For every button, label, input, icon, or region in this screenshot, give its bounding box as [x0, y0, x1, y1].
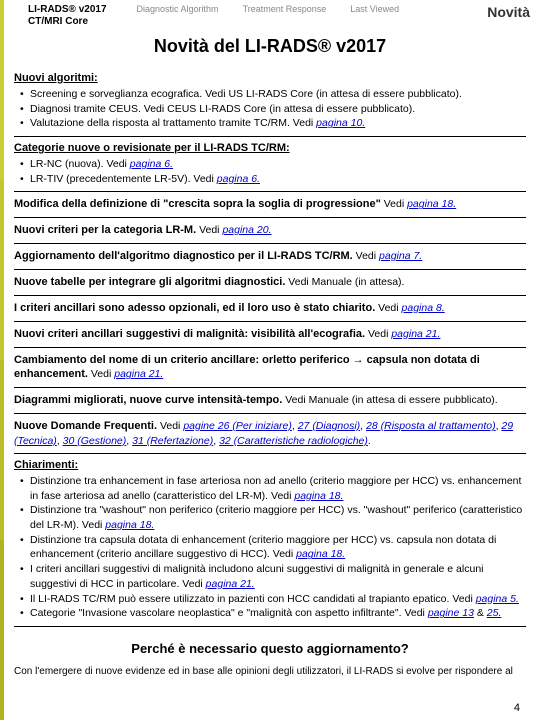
- list-item: Distinzione tra capsula dotata di enhanc…: [20, 533, 526, 562]
- bullet-list: Screening e sorveglianza ecografica. Ved…: [14, 87, 526, 131]
- header: LI-RADS® v2017 CT/MRI Core Diagnostic Al…: [0, 0, 540, 30]
- page-link[interactable]: pagina 5.: [476, 593, 519, 605]
- list-item: LR-NC (nuova). Vedi pagina 6.: [20, 157, 526, 172]
- brand-line2: CT/MRI Core: [28, 16, 107, 28]
- page-link[interactable]: pagina 18.: [407, 198, 456, 210]
- section: Categorie nuove o revisionate per il LI-…: [14, 137, 526, 192]
- section-line: Modifica della definizione di "crescita …: [14, 197, 526, 212]
- section-inline-title: Modifica della definizione di "crescita …: [14, 198, 381, 210]
- bullet-list: Distinzione tra enhancement in fase arte…: [14, 474, 526, 621]
- section: Nuovi algoritmi: Screening e sorveglianza…: [14, 67, 526, 137]
- section: Modifica della definizione di "crescita …: [14, 192, 526, 218]
- section: I criteri ancillari sono adesso opzional…: [14, 296, 526, 322]
- page-link[interactable]: 32 (Caratteristiche radiologiche): [219, 435, 368, 447]
- page-link[interactable]: pagina 8.: [402, 302, 445, 314]
- page-link[interactable]: pagina 18.: [105, 519, 154, 531]
- section-line: I criteri ancillari sono adesso opzional…: [14, 301, 526, 316]
- brand: LI-RADS® v2017 CT/MRI Core: [28, 4, 107, 28]
- section-inline-title: Nuovi criteri ancillari suggestivi di ma…: [14, 328, 365, 340]
- page-link[interactable]: pagina 21.: [206, 578, 255, 590]
- section: Nuovi criteri per la categoria LR-M. Ved…: [14, 218, 526, 244]
- section-line: Diagrammi migliorati, nuove curve intens…: [14, 393, 526, 408]
- side-accent-bar: [0, 0, 4, 720]
- page-link[interactable]: 28 (Risposta al trattamento): [366, 420, 496, 432]
- nav-diagnostic[interactable]: Diagnostic Algorithm: [137, 4, 219, 14]
- page-link[interactable]: 30 (Gestione): [63, 435, 127, 447]
- section-line: Cambiamento del nome di un criterio anci…: [14, 353, 526, 383]
- list-item: I criteri ancillari suggestivi di malign…: [20, 562, 526, 591]
- page-link[interactable]: pagine 26 (Per iniziare): [183, 420, 292, 432]
- header-right-label: Novità: [487, 4, 530, 20]
- section-line: Nuovi criteri ancillari suggestivi di ma…: [14, 327, 526, 342]
- list-item: Distinzione tra enhancement in fase arte…: [20, 474, 526, 503]
- section-title: Categorie nuove o revisionate per il LI-…: [14, 142, 526, 154]
- page-link[interactable]: pagina 20.: [222, 224, 271, 236]
- section: Aggiornamento dell'algoritmo diagnostico…: [14, 244, 526, 270]
- section-inline-title: Nuovi criteri per la categoria LR-M.: [14, 224, 196, 236]
- list-item: Distinzione tra "washout" non periferico…: [20, 503, 526, 532]
- section-line: Aggiornamento dell'algoritmo diagnostico…: [14, 249, 526, 264]
- page-number: 4: [514, 702, 520, 714]
- section-line: Nuove Domande Frequenti. Vedi pagine 26 …: [14, 419, 526, 448]
- section: Nuovi criteri ancillari suggestivi di ma…: [14, 322, 526, 348]
- page-link[interactable]: 25.: [487, 607, 502, 619]
- section: Chiarimenti: Distinzione tra enhancement …: [14, 454, 526, 627]
- section-line: Nuovi criteri per la categoria LR-M. Ved…: [14, 223, 526, 238]
- section-inline-title: Nuove Domande Frequenti.: [14, 420, 157, 432]
- page-link[interactable]: pagina 10.: [316, 117, 365, 129]
- page-link[interactable]: pagina 6.: [217, 173, 260, 185]
- section: Diagrammi migliorati, nuove curve intens…: [14, 388, 526, 414]
- page-link[interactable]: pagina 21.: [114, 368, 163, 380]
- footer-title: Perché è necessario questo aggiornamento…: [0, 641, 540, 656]
- page-link[interactable]: pagina 21.: [391, 328, 440, 340]
- nav-treatment[interactable]: Treatment Response: [243, 4, 327, 14]
- page-link[interactable]: pagina 7.: [379, 250, 422, 262]
- list-item: Screening e sorveglianza ecografica. Ved…: [20, 87, 526, 102]
- list-item: Valutazione della risposta al trattament…: [20, 116, 526, 131]
- section: Cambiamento del nome di un criterio anci…: [14, 348, 526, 389]
- page-link[interactable]: 31 (Refertazione): [132, 435, 213, 447]
- content: Nuovi algoritmi: Screening e sorveglianza…: [0, 67, 540, 627]
- page-link[interactable]: pagina 18.: [296, 548, 345, 560]
- section-inline-title: Nuove tabelle per integrare gli algoritm…: [14, 276, 285, 288]
- list-item: LR-TIV (precedentemente LR-5V). Vedi pag…: [20, 172, 526, 187]
- page-title: Novità del LI-RADS® v2017: [0, 36, 540, 57]
- section-inline-title: Cambiamento del nome di un criterio anci…: [14, 354, 480, 381]
- page-link[interactable]: pagina 18.: [294, 490, 343, 502]
- section-inline-title: Diagrammi migliorati, nuove curve intens…: [14, 394, 282, 406]
- section-title: Chiarimenti:: [14, 459, 526, 471]
- page-link[interactable]: pagina 6.: [130, 158, 173, 170]
- section: Nuove Domande Frequenti. Vedi pagine 26 …: [14, 414, 526, 454]
- footer-text: Con l'emergere di nuove evidenze ed in b…: [0, 666, 540, 677]
- section-line: Nuove tabelle per integrare gli algoritm…: [14, 275, 526, 290]
- section-inline-title: Aggiornamento dell'algoritmo diagnostico…: [14, 250, 353, 262]
- section-title: Nuovi algoritmi:: [14, 72, 526, 84]
- list-item: Il LI-RADS TC/RM può essere utilizzato i…: [20, 592, 526, 607]
- page-link[interactable]: pagine 13: [428, 607, 474, 619]
- section-inline-title: I criteri ancillari sono adesso opzional…: [14, 302, 375, 314]
- list-item: Diagnosi tramite CEUS. Vedi CEUS LI-RADS…: [20, 102, 526, 117]
- brand-line1: LI-RADS® v2017: [28, 4, 107, 16]
- page-link[interactable]: 27 (Diagnosi): [298, 420, 360, 432]
- nav-last-viewed[interactable]: Last Viewed: [350, 4, 399, 14]
- header-nav: Diagnostic Algorithm Treatment Response …: [137, 4, 400, 14]
- bullet-list: LR-NC (nuova). Vedi pagina 6.LR-TIV (pre…: [14, 157, 526, 186]
- list-item: Categorie "Invasione vascolare neoplasti…: [20, 606, 526, 621]
- section: Nuove tabelle per integrare gli algoritm…: [14, 270, 526, 296]
